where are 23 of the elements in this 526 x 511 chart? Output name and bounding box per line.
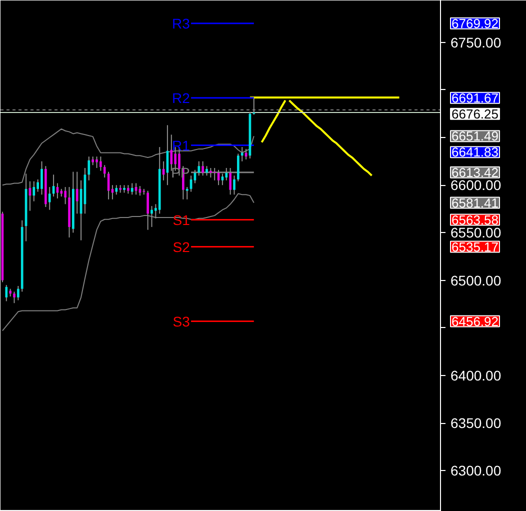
text: 6456.92 — [452, 314, 498, 329]
ref-line-label: R2 — [172, 90, 190, 106]
text: 6613.42 — [452, 164, 498, 180]
text: 6651.49 — [452, 128, 498, 144]
y-tick-label: 6500.00 — [450, 272, 502, 288]
text: 6563.58 — [452, 212, 498, 228]
y-tick-label: 6400.00 — [450, 367, 502, 384]
ref-line-label: R3 — [172, 15, 190, 32]
y-tick-label: 6300.00 — [450, 462, 502, 479]
text: 6691.67 — [452, 90, 498, 106]
y-tick-label: 6600.00 — [450, 177, 502, 194]
y-tick-label: 6350.00 — [450, 415, 502, 432]
text: 6769.92 — [452, 16, 498, 31]
text: 6581.41 — [452, 195, 498, 210]
text: 6676.25 — [452, 106, 498, 122]
ref-line-label: S3 — [172, 313, 190, 330]
ref-line-label: S1 — [172, 212, 190, 228]
y-tick-label: 6550.00 — [450, 224, 502, 241]
text: 6535.17 — [452, 239, 498, 254]
ref-line-label: S2 — [172, 238, 190, 255]
y-tick-label: 6750.00 — [450, 34, 502, 50]
ref-line-label: R1 — [172, 137, 190, 154]
text: 6641.83 — [452, 144, 498, 160]
